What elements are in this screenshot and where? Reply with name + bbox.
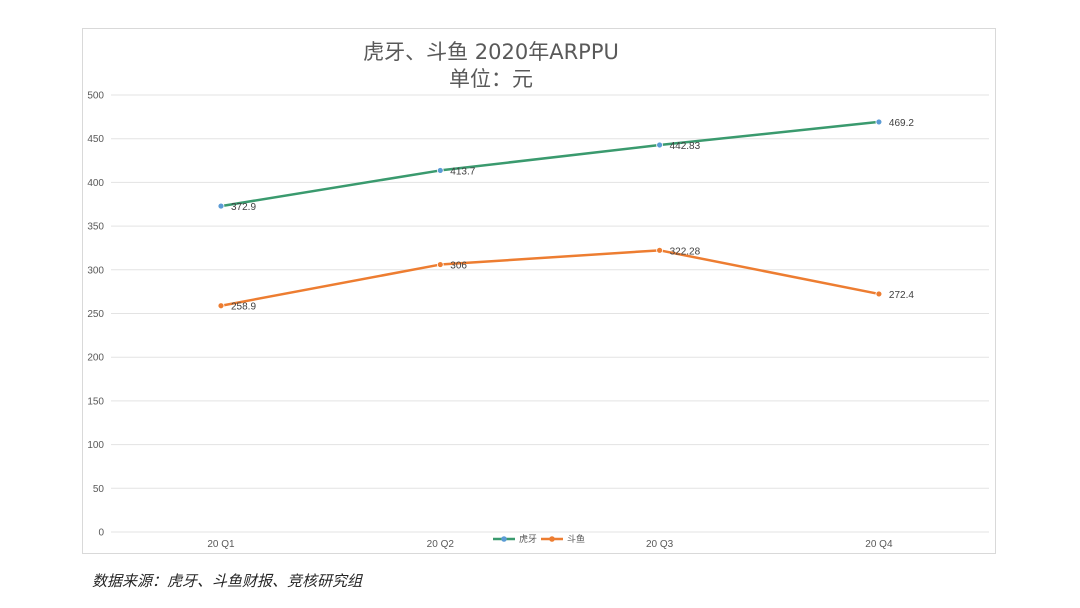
y-tick-100: 100 (87, 440, 104, 451)
y-tick-400: 400 (87, 178, 104, 189)
y-tick-250: 250 (87, 309, 104, 320)
y-tick-500: 500 (87, 91, 104, 102)
data-labels: 372.9 413.7 442.83 469.2 258.9 306 322.28 272.4 (231, 118, 914, 313)
y-tick-350: 350 (87, 222, 104, 233)
legend-label-2: 斗鱼 (567, 533, 585, 545)
point-s1-4 (875, 118, 883, 126)
series-lines (217, 118, 883, 310)
gridlines (111, 94, 989, 533)
point-s1-3 (656, 141, 663, 149)
data-label-s1-2: 413.7 (450, 166, 475, 177)
series-line-2 (219, 249, 881, 307)
x-tick-1: 20 Q1 (207, 539, 235, 550)
data-label-s1-4: 469.2 (889, 118, 914, 129)
y-tick-450: 450 (87, 134, 104, 145)
point-s2-2 (436, 261, 444, 268)
data-label-s1-1: 372.9 (231, 202, 256, 213)
data-label-s2-1: 258.9 (231, 302, 256, 313)
data-label-s1-3: 442.83 (670, 141, 701, 152)
legend-label-1: 虎牙 (519, 533, 537, 545)
x-tick-2: 20 Q2 (427, 539, 455, 550)
data-label-s2-2: 306 (450, 261, 467, 272)
chart-title: 虎牙、斗鱼 2020年ARPPU (363, 40, 619, 64)
y-tick-150: 150 (87, 396, 104, 407)
y-tick-0: 0 (98, 528, 104, 539)
point-s2-4 (875, 290, 883, 298)
point-s1-1 (217, 202, 225, 210)
series-line-1 (219, 120, 881, 208)
x-tick-3: 20 Q3 (646, 539, 674, 550)
legend-swatch-marker-2 (549, 536, 555, 542)
point-s2-3 (656, 246, 663, 254)
point-s2-1 (217, 302, 225, 310)
point-s1-2 (436, 167, 444, 174)
data-label-s2-3: 322.28 (670, 246, 701, 257)
y-tick-50: 50 (93, 484, 105, 495)
y-tick-300: 300 (87, 265, 104, 276)
source-note: 数据来源：虎牙、斗鱼财报、竞核研究组 (92, 572, 363, 590)
data-label-s2-4: 272.4 (889, 290, 914, 301)
x-axis-ticks: 20 Q1 20 Q2 20 Q3 20 Q4 (207, 539, 893, 550)
chart-frame: 虎牙、斗鱼 2020年ARPPU 单位：元 0 50 100 150 200 250 300… (82, 28, 996, 554)
chart-subtitle: 单位：元 (449, 67, 533, 91)
legend: 虎牙 斗鱼 (493, 533, 585, 545)
x-tick-4: 20 Q4 (865, 539, 893, 550)
line-chart: 虎牙、斗鱼 2020年ARPPU 单位：元 0 50 100 150 200 250 300… (87, 40, 989, 550)
y-tick-200: 200 (87, 353, 104, 364)
y-axis-ticks: 0 50 100 150 200 250 300 350 400 450 500 (87, 91, 104, 539)
legend-swatch-marker-1 (501, 536, 507, 542)
